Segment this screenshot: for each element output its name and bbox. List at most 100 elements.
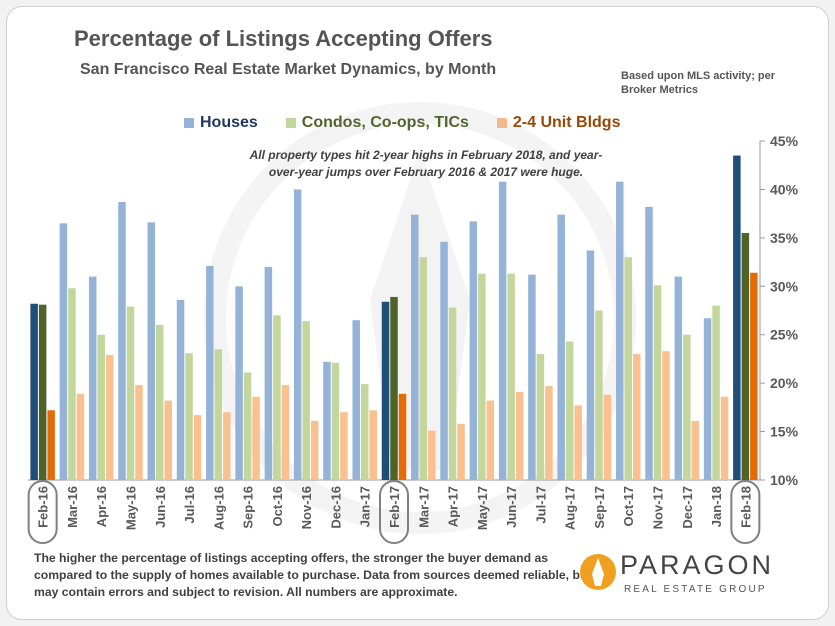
y-tick-label: 25% (770, 327, 799, 343)
bar-condos-feb-16 (38, 304, 47, 480)
y-axis-ticks: 10% 15% 20% 25% 30% 35% 40% 45% (770, 133, 799, 488)
bar-condos-mar-17 (419, 257, 428, 480)
bar-houses-sep-16 (235, 286, 243, 480)
bar-units-jan-18 (720, 396, 729, 480)
bar-condos-oct-17 (624, 257, 632, 480)
legend-swatch-units (496, 118, 507, 128)
highlight-ring (27, 480, 58, 544)
x-tick-label: Feb-16 (36, 486, 51, 528)
bar-houses-may-17 (469, 221, 478, 481)
bar-units-feb-16 (47, 410, 55, 480)
bar-condos-aug-16 (214, 349, 223, 480)
bar-condos-sep-16 (243, 372, 252, 480)
bar-houses-apr-17 (440, 241, 448, 480)
x-tick-label: Jan-18 (709, 486, 724, 527)
bar-houses-aug-16 (206, 265, 214, 480)
bar-condos-jan-17 (360, 384, 369, 480)
y-tick-label: 20% (770, 375, 799, 391)
bar-condos-may-16 (126, 306, 135, 480)
y-tick-label: 45% (770, 133, 799, 149)
chart-subtitle: San Francisco Real Estate Market Dynamic… (80, 61, 497, 78)
x-tick-label: Oct-17 (621, 486, 636, 526)
bar-houses-jan-18 (703, 318, 712, 480)
legend-label-units: 2-4 Unit Bldgs (512, 114, 621, 131)
bar-houses-dec-16 (323, 361, 331, 480)
x-tick-label: Nov-16 (299, 486, 314, 529)
logo-name: PARAGON (620, 550, 775, 580)
legend-label-houses: Houses (200, 114, 258, 131)
x-axis-ticks: Feb-16 Mar-16 Apr-16 May-16 Jun-16 Jul-16 Aug-… (27, 480, 761, 544)
bar-condos-apr-17 (448, 307, 457, 480)
bar-units-apr-16 (105, 355, 114, 480)
bar-houses-aug-17 (557, 214, 565, 480)
highlight-ring (730, 480, 761, 544)
bar-houses-nov-16 (293, 189, 302, 480)
x-tick-label: Sep-17 (592, 486, 607, 529)
bar-houses-mar-16 (59, 223, 68, 481)
y-tick-label: 30% (770, 278, 799, 294)
bar-condos-may-17 (478, 273, 486, 480)
highlight-ring (379, 480, 409, 544)
bar-units-mar-16 (76, 393, 85, 480)
chart-annotation: All property types hit 2-year highs in F… (249, 148, 603, 179)
bar-houses-oct-17 (615, 181, 624, 480)
x-tick-label: Dec-16 (328, 486, 343, 529)
chart-title: Percentage of Listings Accepting Offers (74, 26, 493, 51)
y-tick-label: 40% (770, 181, 799, 197)
x-tick-label: Feb-18 (738, 486, 753, 528)
bar-units-nov-17 (662, 351, 670, 480)
paragon-logo: PARAGON REAL ESTATE GROUP (578, 546, 778, 602)
bar-units-feb-18 (750, 272, 758, 480)
x-tick-label: Aug-16 (211, 486, 226, 530)
bar-condos-jun-17 (507, 273, 515, 480)
x-tick-label: Aug-17 (563, 486, 578, 530)
bar-houses-jul-16 (176, 299, 185, 480)
legend-swatch-condos (285, 118, 296, 128)
bar-units-apr-17 (457, 423, 465, 480)
bar-units-oct-16 (281, 385, 290, 480)
logo-tagline: REAL ESTATE GROUP (624, 584, 767, 595)
bar-condos-aug-17 (565, 341, 574, 480)
bar-units-jul-16 (193, 415, 202, 480)
x-tick-label: Oct-16 (270, 486, 285, 526)
bar-condos-dec-17 (683, 334, 691, 480)
paragon-logo-icon (580, 554, 616, 590)
bar-units-may-17 (486, 400, 495, 480)
bar-houses-oct-16 (264, 266, 273, 480)
bar-houses-jan-17 (352, 320, 360, 480)
legend-item-houses: Houses (184, 114, 258, 132)
x-tick-label: Feb-17 (387, 486, 402, 528)
bar-condos-dec-16 (331, 362, 340, 480)
x-tick-label: Jul-17 (533, 486, 548, 524)
bar-houses-apr-16 (88, 276, 97, 480)
bar-units-jun-16 (164, 400, 173, 480)
x-tick-label: May-17 (475, 486, 490, 530)
bar-condos-nov-16 (302, 321, 310, 480)
legend-item-units: 2-4 Unit Bldgs (496, 114, 621, 132)
bar-condos-sep-17 (595, 310, 603, 480)
x-tick-label: Dec-17 (680, 486, 695, 529)
bar-condos-nov-17 (653, 285, 662, 480)
bar-units-feb-17 (398, 393, 407, 480)
x-tick-label: Jun-16 (153, 486, 168, 528)
footnote: The higher the percentage of listings ac… (34, 551, 592, 599)
source-note: Based upon MLS activity; per Broker Metr… (621, 70, 776, 96)
bar-houses-may-16 (118, 202, 126, 480)
bar-condos-mar-16 (68, 288, 76, 480)
x-tick-label: Apr-16 (94, 486, 109, 527)
bar-units-oct-17 (632, 354, 641, 480)
x-tick-label: Nov-17 (651, 486, 666, 529)
bar-units-may-16 (135, 385, 143, 480)
x-tick-label: Mar-17 (416, 486, 431, 528)
bar-houses-mar-17 (411, 214, 419, 480)
bar-condos-apr-16 (97, 334, 105, 480)
bar-units-dec-17 (691, 420, 700, 480)
x-tick-label: May-16 (123, 486, 138, 530)
bar-units-sep-16 (252, 396, 260, 480)
bar-units-jul-17 (545, 386, 553, 480)
bar-units-jan-17 (369, 410, 377, 480)
x-tick-label: Sep-16 (241, 486, 256, 529)
bar-units-mar-17 (428, 430, 436, 480)
x-tick-label: Jan-17 (358, 486, 373, 527)
